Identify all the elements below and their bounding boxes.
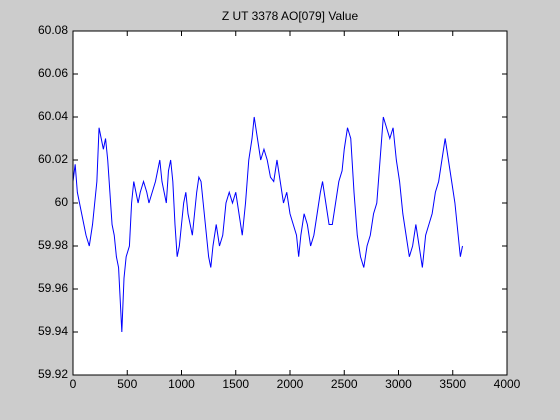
x-tick-label: 3000	[385, 377, 412, 391]
plot-area	[73, 31, 507, 375]
x-tick-label: 500	[117, 377, 137, 391]
y-tick-label: 60.08	[38, 23, 68, 37]
y-tick-label: 60.02	[38, 152, 68, 166]
y-tick-label: 59.96	[38, 281, 68, 295]
y-tick-label: 60.04	[38, 109, 68, 123]
data-line	[72, 116, 464, 333]
x-tick-label: 2500	[331, 377, 358, 391]
chart-title: Z UT 3378 AO[079] Value	[222, 9, 359, 23]
y-tick-label: 60.06	[38, 66, 68, 80]
x-tick-label: 4000	[494, 377, 521, 391]
y-tick-label: 59.92	[38, 367, 68, 381]
y-tick-label: 60	[55, 195, 69, 209]
x-tick-label: 1500	[222, 377, 249, 391]
x-tick-label: 3500	[439, 377, 466, 391]
x-tick-label: 1000	[168, 377, 195, 391]
y-tick-label: 59.94	[38, 324, 68, 338]
x-tick-label: 2000	[277, 377, 304, 391]
x-tick-label: 0	[70, 377, 77, 391]
y-tick-label: 59.98	[38, 238, 68, 252]
